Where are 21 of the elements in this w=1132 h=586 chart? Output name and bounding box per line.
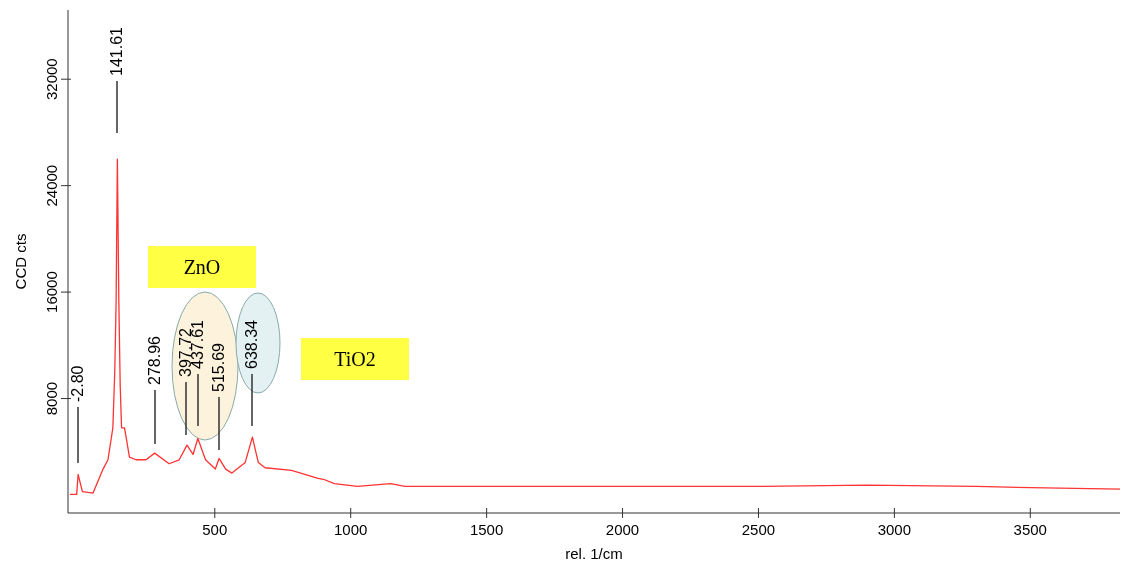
y-axis-title: CCD cts — [12, 233, 29, 290]
x-tick-label: 3000 — [877, 521, 912, 538]
y-tick-label: 8000 — [43, 381, 60, 416]
x-tick-label: 2000 — [605, 521, 640, 538]
y-tick-label: 24000 — [43, 164, 60, 207]
annotation: TiO2 — [334, 348, 376, 370]
annotation: 515.69 — [210, 342, 227, 392]
line-series — [69, 158, 1121, 496]
x-tick-label: 2500 — [741, 521, 776, 538]
x-tick-label: 3500 — [1013, 521, 1047, 538]
x-tick-label: 500 — [202, 521, 228, 538]
annotation: 141.61 — [108, 26, 125, 76]
y-tick-label: 16000 — [43, 271, 60, 313]
x-axis-title: rel. 1/cm — [565, 545, 623, 562]
x-tick-label: 1000 — [334, 521, 368, 538]
annotation: 638.34 — [243, 319, 260, 369]
y-tick-label: 32000 — [43, 58, 60, 101]
annotation: -2.80 — [69, 365, 86, 402]
annotation: 278.96 — [146, 335, 163, 385]
annotation: ZnO — [183, 256, 221, 278]
x-tick-label: 1500 — [469, 521, 504, 538]
